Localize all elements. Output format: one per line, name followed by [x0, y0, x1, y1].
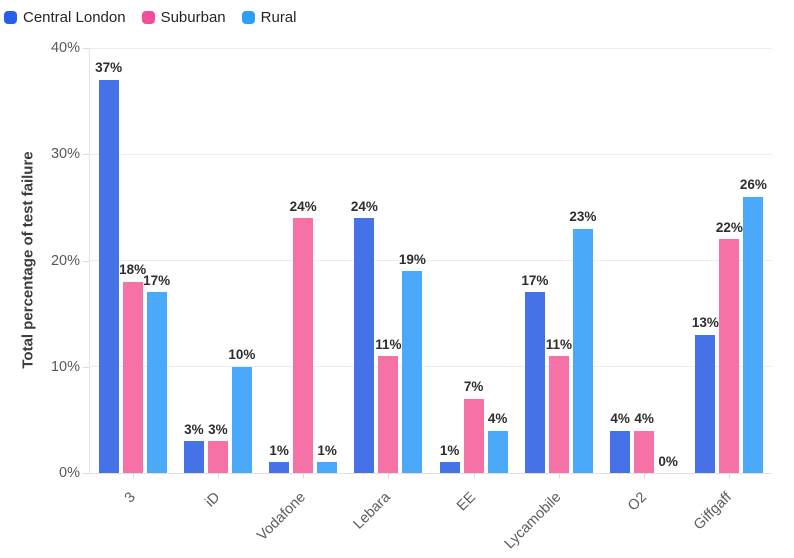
bar-value-label: 17% — [143, 272, 171, 288]
bar-value-label: 4% — [610, 411, 630, 426]
bar-value-label: 0% — [658, 453, 678, 469]
legend-label: Central London — [23, 9, 126, 26]
bar-value-label: 11% — [545, 336, 573, 352]
x-tick-label: Giffgaff — [691, 489, 736, 534]
y-tick-mark — [83, 366, 90, 368]
bar-central-london-vodafone — [269, 462, 290, 473]
x-tick-label: EE — [454, 489, 480, 515]
bar-value-label: 37% — [95, 60, 123, 76]
bar-value-label: 11% — [375, 336, 402, 352]
bar-suburban-giffgaff — [719, 239, 740, 473]
y-tick-label: 20% — [50, 252, 80, 269]
bar-value-label: 10% — [228, 347, 256, 363]
plot-area: 37% 18% 17% 3% 3% 10% 1% 24% 1% 24% 11% 19% 1% 7% 4% 17… — [89, 47, 772, 474]
bar-suburban-id — [207, 441, 228, 473]
legend-item-central-london[interactable]: Central London — [4, 10, 126, 25]
bar-central-london-ee — [439, 462, 460, 473]
gridline — [90, 153, 772, 155]
y-tick-mark — [83, 154, 90, 156]
x-tick-mark — [644, 473, 646, 479]
bar-rural-lebara — [402, 271, 423, 473]
x-tick-mark — [558, 473, 560, 479]
bar-central-london-lycamobile — [524, 292, 545, 473]
legend-item-suburban[interactable]: Suburban — [141, 9, 226, 26]
y-tick-mark — [83, 48, 90, 49]
legend-swatch — [4, 11, 17, 24]
bar-value-label: 24% — [289, 198, 317, 214]
bar-value-label: 1% — [439, 442, 460, 458]
legend: Central London Suburban Rural — [4, 10, 297, 25]
bar-value-label: 22% — [715, 219, 743, 235]
bar-central-london-giffgaff — [695, 334, 716, 473]
bar-value-label: 4% — [487, 411, 508, 426]
x-tick-mark — [303, 473, 305, 479]
bar-rural-ee — [487, 430, 508, 473]
y-tick-label: 10% — [50, 358, 80, 375]
x-tick-mark — [473, 473, 475, 479]
x-tick-mark — [388, 473, 390, 479]
bar-rural-3 — [146, 292, 167, 473]
bar-value-label: 3% — [184, 421, 204, 437]
x-tick-label: Vodafone — [254, 489, 309, 545]
bar-central-london-3 — [98, 79, 119, 473]
legend-swatch — [241, 11, 255, 24]
x-tick-mark — [729, 473, 731, 479]
x-tick-label: iD — [202, 489, 224, 511]
legend-label: Suburban — [160, 9, 226, 26]
x-axis-line — [89, 473, 772, 474]
bar-value-label: 19% — [398, 251, 426, 267]
bar-value-label: 24% — [350, 198, 378, 214]
bar-central-london-o2 — [610, 430, 631, 473]
bar-suburban-ee — [463, 398, 484, 473]
bar-rural-lycamobile — [572, 228, 593, 473]
x-tick-mark — [217, 473, 219, 479]
gridline — [90, 260, 772, 261]
bar-suburban-3 — [122, 281, 143, 473]
legend-label: Rural — [260, 9, 297, 26]
bar-value-label: 1% — [317, 442, 337, 458]
gridline — [90, 366, 772, 368]
bar-suburban-lycamobile — [548, 356, 569, 473]
bar-suburban-vodafone — [293, 218, 314, 473]
legend-swatch — [141, 11, 155, 24]
bar-rural-vodafone — [317, 462, 338, 473]
bar-value-label: 13% — [691, 315, 719, 331]
bar-value-label: 3% — [208, 421, 228, 437]
bar-rural-giffgaff — [743, 196, 764, 473]
y-tick-mark — [83, 260, 90, 262]
x-tick-label: 3 — [121, 489, 139, 507]
y-tick-label: 30% — [50, 146, 80, 163]
legend-item-rural[interactable]: Rural — [241, 9, 297, 26]
bar-value-label: 4% — [634, 411, 654, 426]
bar-central-london-id — [183, 441, 204, 473]
x-tick-label: O2 — [624, 489, 650, 515]
x-tick-label: Lycamobile — [501, 489, 565, 553]
y-tick-label: 0% — [59, 465, 80, 481]
bar-value-label: 18% — [119, 262, 147, 278]
x-tick-label: Lebara — [350, 489, 395, 533]
y-tick-mark — [83, 473, 90, 474]
bar-value-label: 17% — [521, 272, 549, 288]
bar-value-label: 7% — [463, 379, 484, 395]
bar-suburban-lebara — [378, 356, 399, 473]
bar-rural-id — [231, 366, 252, 473]
gridline — [90, 47, 772, 49]
y-axis-line — [89, 48, 90, 473]
bar-central-london-lebara — [354, 218, 375, 473]
bar-value-label: 23% — [569, 209, 597, 225]
bar-suburban-o2 — [634, 430, 655, 473]
y-tick-label: 40% — [50, 40, 80, 56]
bar-value-label: 26% — [739, 177, 767, 193]
bar-value-label: 1% — [269, 442, 289, 458]
x-tick-mark — [132, 473, 134, 479]
